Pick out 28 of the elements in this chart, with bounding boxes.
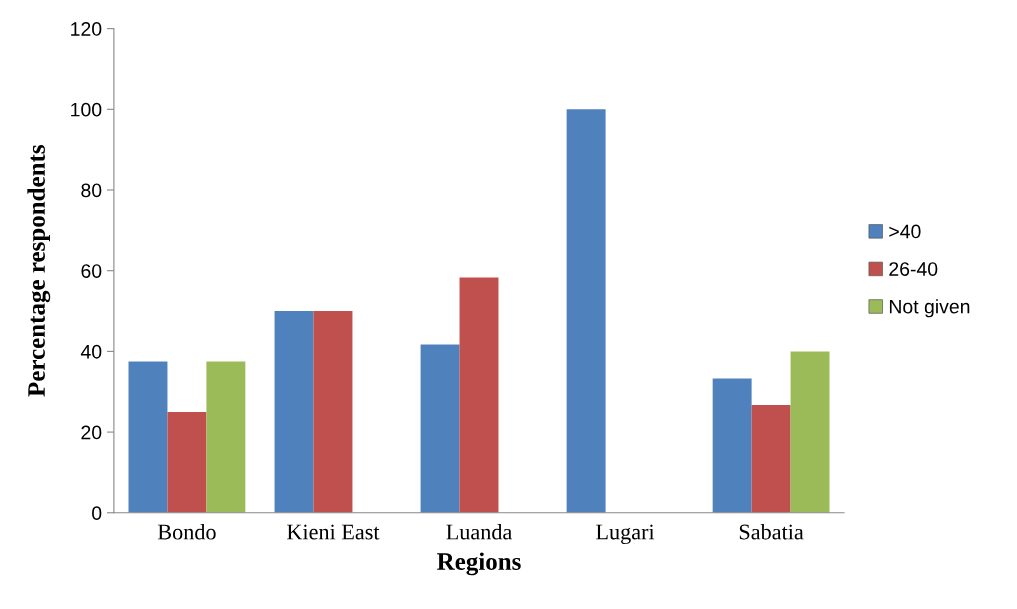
bar xyxy=(313,311,353,513)
x-tick-label: Luanda xyxy=(446,523,513,540)
legend-label: >40 xyxy=(889,224,921,239)
bar xyxy=(459,277,499,513)
x-tick-label: Kieni East xyxy=(287,524,380,540)
legend-label: Not given xyxy=(889,299,970,318)
x-tick-label: Lugari xyxy=(596,524,655,545)
y-tick-label: 60 xyxy=(81,264,102,278)
bar xyxy=(206,361,246,513)
bar xyxy=(274,311,314,513)
bar xyxy=(751,405,791,513)
bar xyxy=(128,361,168,513)
y-tick-label: 20 xyxy=(81,425,102,440)
bar xyxy=(712,378,752,513)
legend-label: 26-40 xyxy=(889,262,938,276)
bar xyxy=(566,109,606,513)
bar xyxy=(420,344,460,513)
x-axis-title: Regions xyxy=(437,552,521,576)
y-tick-label: 100 xyxy=(71,102,102,117)
x-tick-label: Bondo xyxy=(157,523,216,540)
y-axis-title: Percentage respondents xyxy=(27,145,51,397)
y-tick-label: 40 xyxy=(80,344,102,359)
bar xyxy=(790,351,830,513)
y-tick-label: 0 xyxy=(92,506,102,521)
y-tick-label: 80 xyxy=(81,183,102,198)
x-tick-label: Sabatia xyxy=(739,523,804,540)
y-tick-label: 120 xyxy=(71,22,102,36)
bar xyxy=(167,411,207,513)
